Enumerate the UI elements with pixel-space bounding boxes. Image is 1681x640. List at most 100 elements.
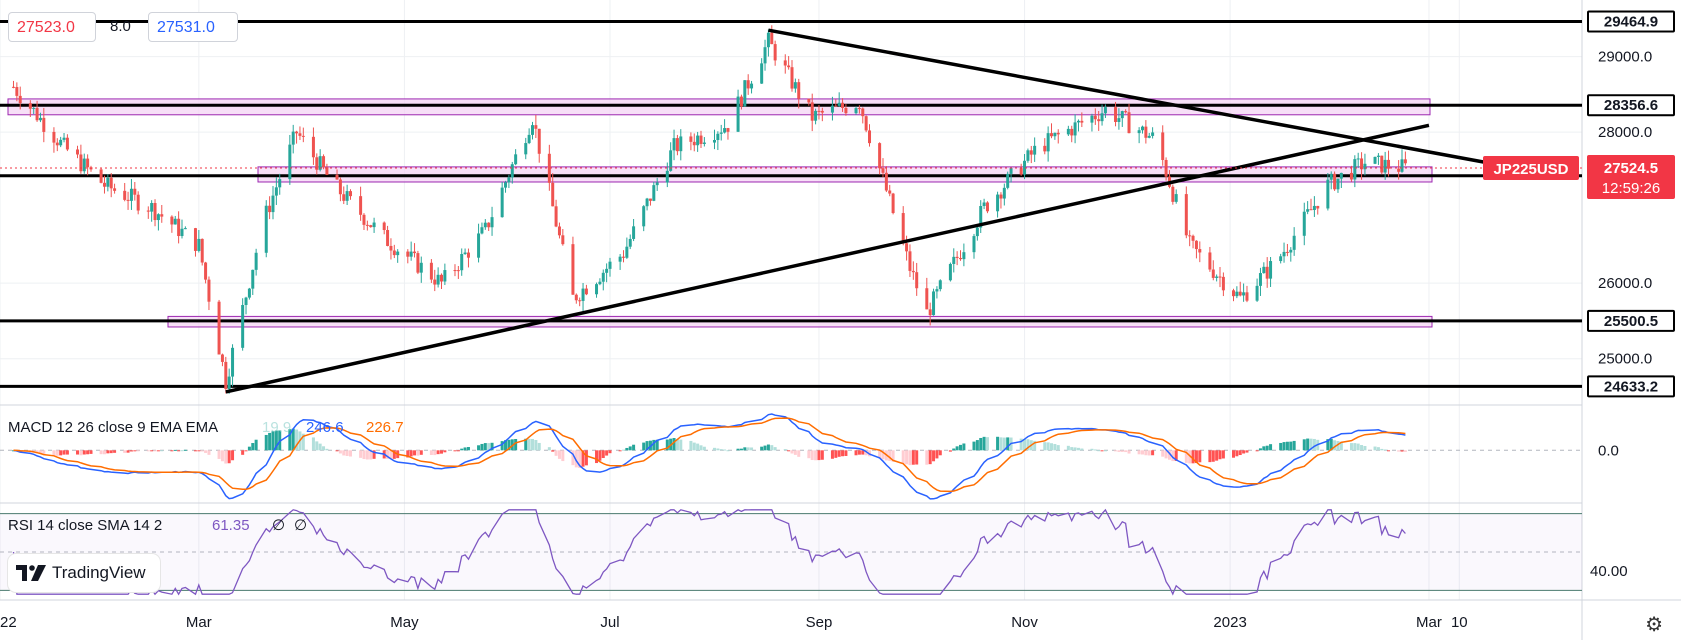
rsi-band [0,513,1582,591]
candle-body [254,252,258,270]
candle-body [510,164,514,178]
candle-body [160,214,164,217]
macd-histogram-bar [972,441,976,451]
macd-histogram-bar [878,450,882,459]
candle-body [675,138,679,152]
macd-histogram-bar [268,432,272,451]
gear-icon[interactable]: ⚙ [1645,614,1663,636]
macd-histogram-bar [574,450,578,468]
macd-histogram-bar [372,450,376,459]
candle-body [1147,135,1151,138]
macd-histogram-bar [35,450,39,454]
candle-body [1117,118,1121,122]
ask-box[interactable]: 27531.0 [148,12,238,42]
macd-histogram-bar [480,443,484,451]
tradingview-logo-icon [16,565,46,581]
candle-body [655,182,659,186]
macd-histogram-bar [217,450,221,459]
macd-histogram-bar [123,450,127,453]
macd-histogram-bar [274,430,278,451]
macd-histogram-bar [739,448,743,451]
time-tick-label: Mar [186,614,212,631]
level-tag-inner [1589,12,1673,31]
macd-histogram-bar [1006,437,1010,451]
candle-body [109,177,113,189]
macd-histogram-bar [106,450,110,454]
candle-body [514,154,518,165]
candle-body [291,131,295,145]
candle-body [392,250,396,256]
macd-histogram-bar [608,450,612,454]
candle-body [62,137,66,140]
rsi-title: RSI 14 close SMA 14 2 [8,517,162,534]
candle-body [1208,252,1212,270]
macd-histogram-bar [490,442,494,451]
level-tag-label: 28356.6 [1604,97,1658,114]
macd-histogram-bar [763,445,767,451]
candle-body [106,177,110,187]
candle-body [578,300,582,302]
candle-body [557,226,561,236]
macd-histogram-bar [241,450,245,455]
logo-text: TradingView [52,563,146,582]
time-tick-label: 2023 [1213,614,1246,631]
price-tick-label: 29000.0 [1598,49,1652,66]
tradingview-logo[interactable]: TradingView [8,554,160,592]
candle-body [123,190,127,200]
candle-body [652,185,656,201]
macd-histogram-bar [254,439,258,451]
candle-body [456,270,460,272]
candle-body [948,263,952,281]
macd-histogram-bar [652,439,656,451]
macd-histogram-bar [1255,450,1259,452]
macd-histogram-bar [1188,450,1192,464]
macd-histogram-bar [318,443,322,451]
candle-body [1120,111,1124,119]
macd-histogram-bar [1137,450,1141,455]
macd-histogram-bar [1292,440,1296,451]
candle-body [746,80,750,89]
candle-body [126,199,130,201]
bid-price: 27523.0 [17,19,75,36]
macd-histogram-bar [419,450,423,455]
candle-body [153,203,157,221]
macd-histogram-bar [932,450,936,462]
price-tick-label: 25000.0 [1598,351,1652,368]
candle-body [820,110,824,113]
candle-body [416,253,420,273]
macd-histogram-bar [55,450,59,456]
candle-body [959,257,963,260]
macd-histogram-bar [908,450,912,466]
candle-body [1403,159,1407,164]
macd-histogram-bar [487,443,491,451]
macd-histogram-bar [1043,442,1047,451]
macd-histogram-bar [1363,445,1367,451]
candle-body [537,128,541,154]
candle-body [436,274,440,285]
candle-body [1171,186,1175,202]
bid-box[interactable]: 27523.0 [8,12,96,42]
macd-histogram-bar [679,439,683,451]
candle-body [561,235,565,245]
macd-histogram-bar [325,448,329,451]
candle-body [439,274,443,282]
candle-body [692,141,696,146]
candle-body [301,135,305,137]
macd-histogram-bar [301,433,305,451]
macd-histogram-bar [844,450,848,456]
candle-body [1302,211,1306,236]
macd-histogram-bar [797,450,801,457]
candle-body [1400,159,1404,172]
candle-body [1144,126,1148,138]
candle-body [338,179,342,195]
macd-histogram-bar [702,446,706,451]
candle-body [790,67,794,89]
macd-histogram-bar [1329,438,1333,451]
candle-body [1033,145,1037,155]
candle-body [1056,132,1060,135]
symbol-tag [1483,156,1579,181]
candle-body [736,96,740,132]
level-tag-label: 29464.9 [1604,14,1658,31]
candle-body [268,205,272,213]
